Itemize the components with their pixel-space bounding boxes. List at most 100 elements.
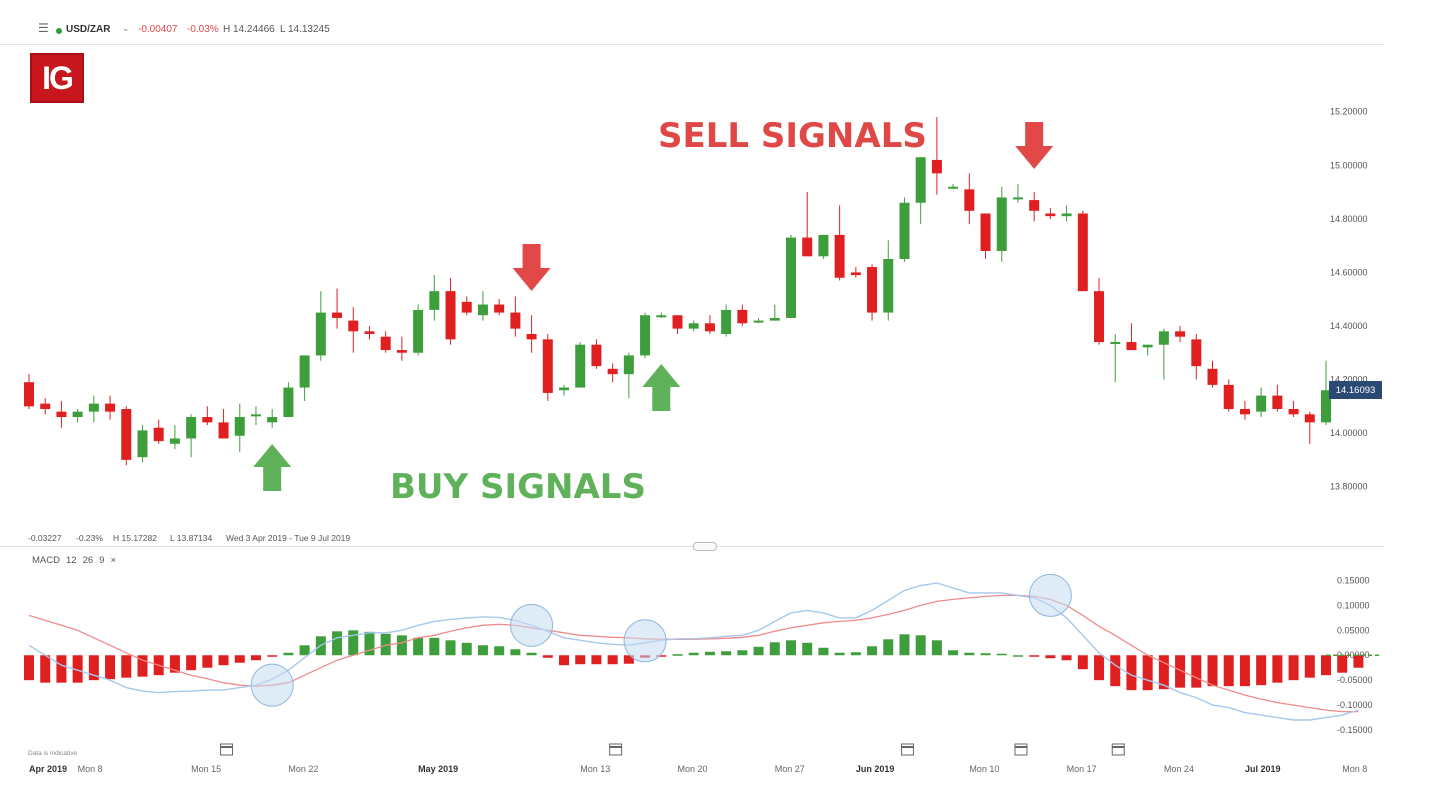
pane-resize-handle[interactable] <box>693 542 717 551</box>
price-axis-tick: 14.80000 <box>1330 214 1368 224</box>
candle-body <box>348 320 359 332</box>
candle-body <box>802 237 813 257</box>
macd-name: MACD <box>32 555 60 566</box>
histogram-bar <box>688 652 699 656</box>
candle-body <box>218 422 229 439</box>
chart-toolbar: ☰ USD/ZAR ⌄ -0.00407 -0.03% H 14.24466 L… <box>0 0 1384 45</box>
header-change: -0.00407 <box>138 24 178 35</box>
header-low: L 14.13245 <box>280 24 330 35</box>
candle-body <box>40 403 51 409</box>
candle-body <box>785 237 796 318</box>
crossover-marker <box>623 619 667 663</box>
histogram-bar <box>250 655 261 661</box>
candle-body <box>88 403 99 412</box>
histogram-bar <box>396 635 407 656</box>
candle-body <box>818 234 829 257</box>
candle-body <box>834 234 845 278</box>
sell-signals-label: SELL SIGNALS <box>658 116 927 156</box>
histogram-bar <box>607 655 618 665</box>
histogram-bar <box>980 653 991 656</box>
price-axis-tick: 14.00000 <box>1330 428 1368 438</box>
x-axis-label: Mon 20 <box>678 764 708 774</box>
macd-axis-tick: 0.00000 <box>1337 650 1370 660</box>
candle-body <box>996 197 1007 251</box>
candle-body <box>1061 213 1072 217</box>
histogram-bar <box>137 655 148 677</box>
range-low: L 13.87134 <box>170 533 213 543</box>
candle-body <box>1207 368 1218 385</box>
x-axis-label: Mon 22 <box>288 764 318 774</box>
candle-body <box>1077 213 1088 292</box>
calendar-icon <box>900 743 914 756</box>
calendar-icon-frame <box>1111 743 1125 756</box>
candle-body <box>1288 408 1299 415</box>
histogram-bar <box>186 655 197 671</box>
current-price-tag: 14.16093 <box>1329 381 1382 399</box>
buy-arrow-2-shape <box>642 364 681 411</box>
x-axis-label: Mon 10 <box>969 764 999 774</box>
candle-body <box>186 417 197 439</box>
symbol-selector[interactable]: USD/ZAR <box>66 24 111 35</box>
candle-body <box>1126 342 1137 351</box>
macd-axis-tick: 0.05000 <box>1337 625 1370 635</box>
histogram-bar <box>915 635 926 656</box>
candle-body <box>1158 331 1169 345</box>
histogram-bar <box>1337 655 1348 673</box>
candle-body <box>250 414 261 417</box>
histogram-bar <box>332 631 343 656</box>
candle-body <box>964 189 975 211</box>
histogram-bar <box>445 640 456 656</box>
candle-body <box>299 355 310 388</box>
candle-body <box>1110 342 1121 345</box>
calendar-icon <box>220 743 234 756</box>
histogram-bar <box>56 655 67 683</box>
histogram-bar <box>964 652 975 656</box>
histogram-bar <box>1061 655 1072 661</box>
buy-arrow-2 <box>642 364 681 411</box>
candle-body <box>283 387 294 418</box>
histogram-bar <box>931 640 942 656</box>
candle-body <box>948 186 959 189</box>
x-axis-label: Mon 24 <box>1164 764 1194 774</box>
macd-slow: 26 <box>82 555 94 566</box>
chevron-down-icon[interactable]: ⌄ <box>122 23 130 33</box>
histogram-bar <box>1191 655 1202 688</box>
histogram-bar <box>1158 655 1169 690</box>
buy-arrow-1-shape <box>253 444 292 491</box>
histogram-bar <box>526 652 537 656</box>
candle-body <box>510 312 521 329</box>
histogram-bar <box>623 655 634 664</box>
candle-body <box>640 315 651 356</box>
histogram-bar <box>834 652 845 656</box>
price-axis-tick: 14.40000 <box>1330 321 1368 331</box>
calendar-icon-frame <box>1014 743 1028 756</box>
macd-signal: 9 <box>99 555 105 566</box>
candle-body <box>1191 339 1202 367</box>
candle-body <box>931 159 942 174</box>
macd-axis-tick: 0.10000 <box>1337 600 1370 610</box>
range-change: -0.03227 <box>28 533 62 543</box>
date-range: Wed 3 Apr 2019 - Tue 9 Jul 2019 <box>226 533 351 543</box>
candle-body <box>688 323 699 329</box>
histogram-bar <box>672 654 683 656</box>
candle-body <box>1142 344 1153 348</box>
macd-fast: 12 <box>65 555 77 566</box>
histogram-bar <box>1110 655 1121 687</box>
candle-body <box>477 304 488 316</box>
histogram-bar <box>380 633 391 656</box>
histogram-bar <box>24 655 34 681</box>
histogram-bar <box>1126 655 1137 691</box>
range-change-pct: -0.23% <box>76 533 103 543</box>
candle-body <box>867 267 878 313</box>
candle-body <box>704 323 715 332</box>
histogram-bar <box>477 645 488 656</box>
price-axis-tick: 15.20000 <box>1330 107 1368 117</box>
sell-arrow-1-shape <box>512 244 551 291</box>
data-indicative-note: Data is indicative <box>28 750 78 757</box>
candle-body <box>315 312 326 356</box>
menu-icon[interactable]: ☰ <box>38 21 49 35</box>
histogram-bar <box>88 655 99 681</box>
price-chart: 15.20000 15.00000 14.80000 14.60000 14.40000… <box>24 107 1368 507</box>
calendar-icon-frame <box>900 743 914 756</box>
macd-remove-icon[interactable]: × <box>110 555 116 566</box>
